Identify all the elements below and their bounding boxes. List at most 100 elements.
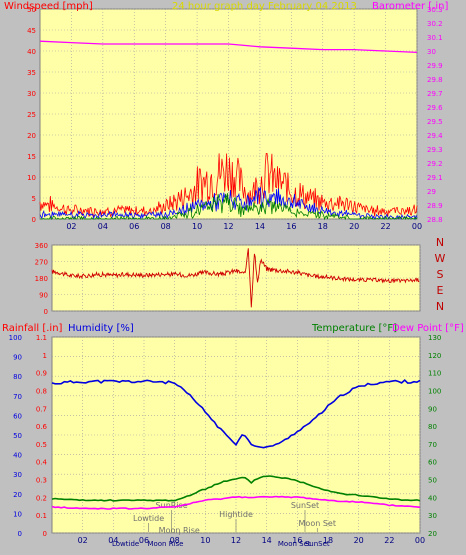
- barometer-tick-label: 29.1: [427, 174, 443, 182]
- direction-tick-label: 180: [35, 275, 48, 283]
- x-tick-label: 20: [349, 222, 359, 231]
- x-tick-label: 12: [231, 536, 241, 545]
- x-tick-label: 20: [354, 536, 364, 545]
- rainfall-tick-label: 0.3: [36, 477, 47, 485]
- barometer-tick-label: 29.2: [427, 160, 443, 168]
- rainfall-tick-label: 0.9: [36, 370, 47, 378]
- x-tick-label: 08: [170, 536, 180, 545]
- bottom-event-label: SunSet: [305, 540, 330, 548]
- temperature-tick-label: 40: [428, 494, 437, 502]
- rainfall-tick-label: 0.6: [36, 423, 48, 431]
- compass-label: S: [437, 268, 444, 281]
- x-tick-label: 22: [380, 222, 390, 231]
- x-tick-label: 12: [223, 222, 233, 231]
- event-marker-label: SunSet: [291, 501, 319, 510]
- bottom-event-label: Moon Set: [278, 540, 311, 548]
- x-tick-label: 00: [415, 536, 425, 545]
- compass-label: N: [436, 236, 444, 249]
- event-marker-label: Lowtide: [133, 514, 164, 523]
- temperature-tick-label: 110: [428, 370, 441, 378]
- rainfall-tick-label: 0.8: [36, 387, 47, 395]
- grid-3: [52, 336, 421, 534]
- dewpoint-series: [51, 495, 421, 510]
- barometer-tick-label: 29.4: [427, 132, 443, 140]
- rainfall-axis-label: Rainfall [.in]: [2, 323, 63, 334]
- compass-label: W: [435, 252, 446, 265]
- x-tick-label: 16: [292, 536, 302, 545]
- humidity-tick-label: 50: [13, 432, 22, 440]
- wind-tick-label: 20: [27, 132, 36, 140]
- windspeed-axis-label: Windspeed [mph]: [4, 1, 93, 12]
- barometer-tick-label: 29.6: [427, 104, 443, 112]
- humidity-tick-label: 30: [13, 471, 22, 479]
- x-tick-label: 18: [318, 222, 328, 231]
- rainfall-tick-label: 1.1: [36, 334, 47, 342]
- temperature-tick-label: 30: [428, 512, 437, 520]
- humidity-tick-label: 20: [13, 491, 22, 499]
- wind-tick-label: 30: [27, 90, 36, 98]
- compass-label: N: [436, 300, 444, 313]
- barometer-tick-label: 29.8: [427, 76, 443, 84]
- wind-tick-label: 40: [27, 48, 36, 56]
- humidity-tick-label: 90: [13, 354, 22, 362]
- humidity-series: [51, 378, 421, 449]
- rainfall-tick-label: 0.2: [36, 494, 47, 502]
- temperature-tick-label: 50: [428, 477, 437, 485]
- x-tick-label: 10: [200, 536, 210, 545]
- humidity-tick-label: 10: [13, 510, 22, 518]
- wind-tick-label: 45: [27, 27, 36, 35]
- direction-tick-label: 360: [35, 242, 48, 250]
- barometer-tick-label: 29.7: [427, 90, 443, 98]
- barometer-tick-label: 29.3: [427, 146, 443, 154]
- humidity-axis-label: Humidity [%]: [68, 323, 134, 334]
- temperature-tick-label: 130: [428, 334, 441, 342]
- barometer-tick-label: 30.3: [427, 6, 443, 14]
- wind-tick-label: 10: [27, 174, 36, 182]
- event-marker-label: Moon Rise: [159, 526, 200, 535]
- rainfall-tick-label: 0.4: [36, 459, 48, 467]
- wind-tick-label: 25: [27, 111, 36, 119]
- x-tick-label: 02: [78, 536, 88, 545]
- x-tick-label: 10: [192, 222, 202, 231]
- temperature-axis-label: Temperature [°F]: [311, 323, 397, 334]
- wind-direction-series: [51, 248, 420, 308]
- event-markers: SunRise Lowtide Moon Rise Hightide SunSet Moo…: [133, 501, 336, 535]
- wind-tick-label: 5: [32, 195, 36, 203]
- ticks-2: 0 90 180 270 360: [35, 242, 48, 316]
- temperature-series: [51, 475, 421, 502]
- x-tick-label: 06: [139, 536, 149, 545]
- dewpoint-axis-label: Dew Point [°F]: [392, 323, 464, 334]
- event-marker-label: Moon Set: [299, 519, 336, 528]
- series-3: [51, 378, 421, 510]
- event-marker-label: SunRise: [156, 501, 188, 510]
- humidity-tick-label: 70: [13, 393, 22, 401]
- wind-barometer-chart: 02 04 06 08 10 12 14 16 18 20 22 000510152025303540…: [4, 1, 448, 231]
- chart-title: 24 hour graph day February 04 2013: [172, 1, 357, 12]
- barometer-tick-label: 28.9: [427, 202, 443, 210]
- wind-gust-series: [39, 152, 418, 218]
- temperature-tick-label: 90: [428, 405, 437, 413]
- x-tick-label: 22: [384, 536, 394, 545]
- temperature-tick-label: 60: [428, 459, 437, 467]
- x-tick-label: 02: [66, 222, 76, 231]
- rainfall-tick-label: 0: [43, 530, 47, 538]
- wind-low-series: [40, 193, 418, 221]
- temperature-tick-label: 120: [428, 352, 441, 360]
- x-tick-label: 08: [161, 222, 171, 231]
- rainfall-tick-label: 0.5: [36, 441, 47, 449]
- wind-tick-label: 50: [27, 6, 36, 14]
- humidity-tick-label: 60: [13, 412, 22, 420]
- x-tick-label: 00: [412, 222, 422, 231]
- x-tick-label: 06: [129, 222, 139, 231]
- direction-tick-label: 270: [35, 259, 48, 267]
- x-tick-label: 14: [255, 222, 265, 231]
- barometer-tick-label: 30.2: [427, 20, 443, 28]
- barometer-tick-label: 29: [427, 188, 436, 196]
- barometer-tick-label: 30: [427, 48, 436, 56]
- temperature-tick-label: 70: [428, 441, 437, 449]
- bottom-event-label: Moon Rise: [147, 540, 183, 548]
- event-marker-label: Hightide: [219, 510, 253, 519]
- barometer-tick-label: 29.9: [427, 62, 443, 70]
